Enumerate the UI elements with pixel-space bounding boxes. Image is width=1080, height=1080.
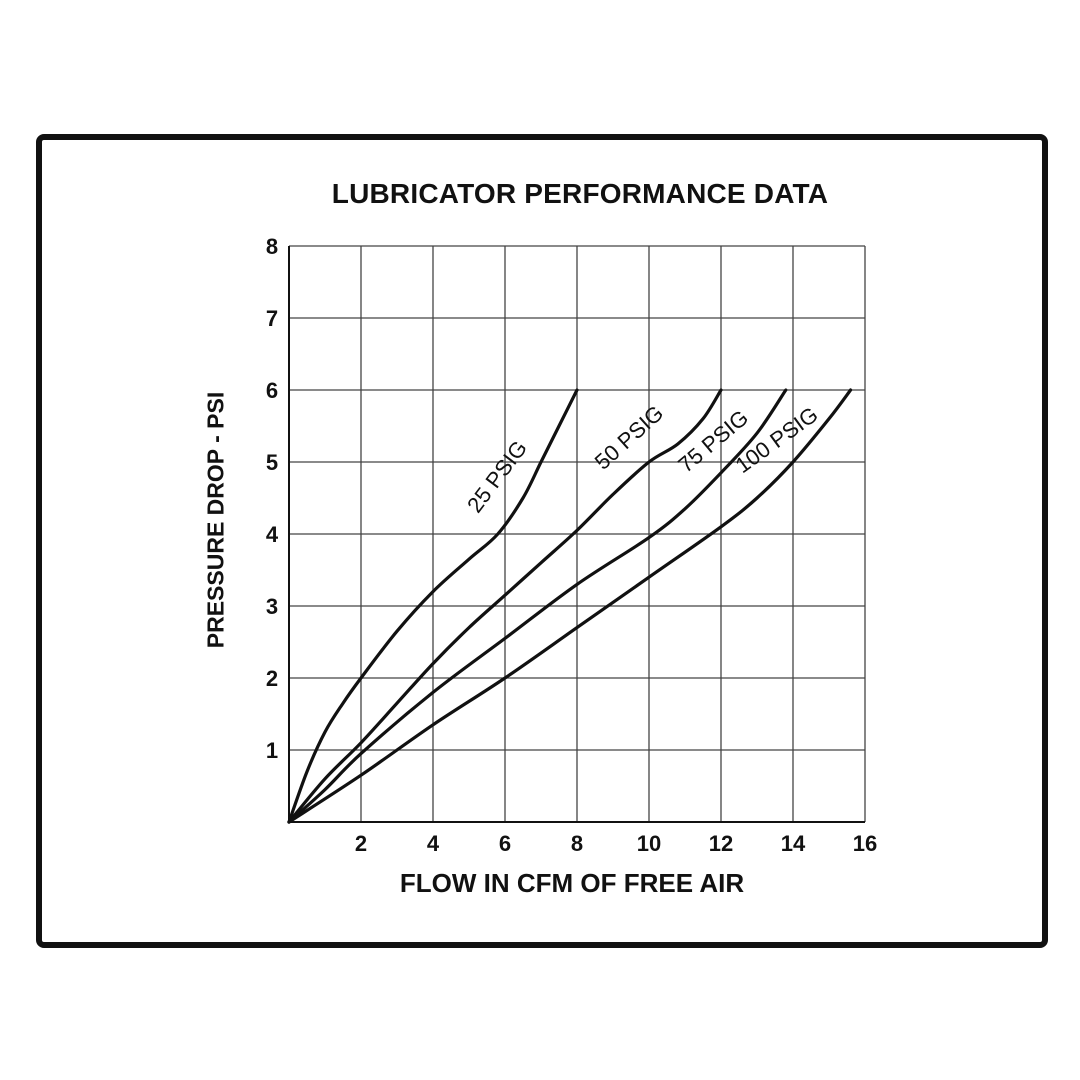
chart-frame [36, 134, 1048, 948]
x-tick-label: 2 [355, 831, 367, 856]
y-tick-label: 2 [266, 666, 278, 691]
y-tick-label: 1 [266, 738, 278, 763]
x-tick-label: 12 [709, 831, 733, 856]
series-lines [287, 388, 853, 824]
y-tick-label: 3 [266, 594, 278, 619]
x-tick-label: 14 [781, 831, 806, 856]
y-tick-label: 7 [266, 306, 278, 331]
series-line [287, 388, 579, 824]
series-line [287, 388, 723, 824]
y-axis-label: PRESSURE DROP - PSI [202, 391, 229, 649]
y-tick-label: 5 [266, 450, 278, 475]
x-tick-label: 10 [637, 831, 661, 856]
y-tick-label: 8 [266, 234, 278, 259]
series-line [287, 388, 788, 824]
x-tick-label: 8 [571, 831, 583, 856]
x-axis-label: FLOW IN CFM OF FREE AIR [399, 868, 745, 898]
x-tick-label: 4 [427, 831, 440, 856]
axes [288, 246, 865, 823]
chart-title: LUBRICATOR PERFORMANCE DATA [331, 178, 829, 209]
series-label: 100 PSIG [731, 402, 823, 478]
x-tick-label: 6 [499, 831, 511, 856]
y-tick-label: 4 [266, 522, 279, 547]
series-line [287, 388, 853, 824]
series-label: 50 PSIG [590, 400, 669, 474]
grid [289, 245, 866, 822]
y-tick-label: 6 [266, 378, 278, 403]
x-tick-label: 16 [853, 831, 877, 856]
series-label: 25 PSIG [462, 436, 532, 517]
